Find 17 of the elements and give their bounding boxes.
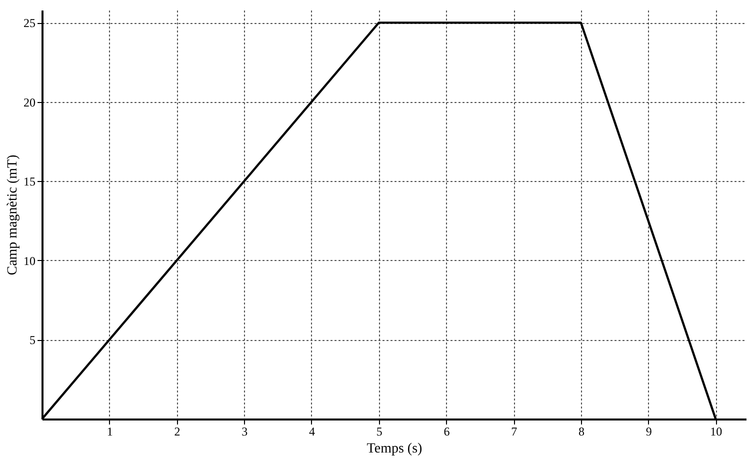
- x-axis-title: Temps (s): [366, 442, 423, 456]
- x-tick-label: 10: [710, 424, 722, 438]
- x-tick-label: 2: [174, 424, 180, 438]
- y-tick-label: 10: [24, 254, 36, 268]
- y-tick-label: 15: [24, 174, 36, 189]
- y-axis-title: Camp magnètic (mT): [6, 154, 20, 276]
- x-tick-label: 8: [578, 424, 584, 438]
- x-tick-label: 3: [242, 424, 248, 438]
- x-tick-label: 1: [106, 424, 113, 438]
- y-tick-label: 25: [24, 16, 36, 30]
- x-tick-label: 4: [308, 424, 315, 438]
- x-tick-label: 9: [646, 424, 652, 438]
- x-tick-label: 5: [376, 424, 382, 438]
- x-tick-label: 7: [511, 424, 518, 438]
- x-tick-label: 6: [444, 424, 450, 438]
- y-tick-label: 20: [24, 95, 36, 110]
- y-tick-label: 5: [30, 333, 36, 348]
